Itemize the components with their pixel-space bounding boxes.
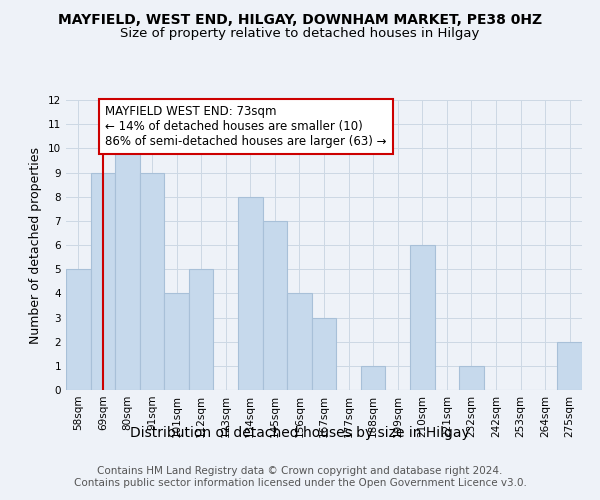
Text: Distribution of detached houses by size in Hilgay: Distribution of detached houses by size …: [130, 426, 470, 440]
Bar: [361, 366, 385, 390]
Text: Size of property relative to detached houses in Hilgay: Size of property relative to detached ho…: [121, 28, 479, 40]
Y-axis label: Number of detached properties: Number of detached properties: [29, 146, 43, 344]
Bar: [263, 221, 287, 390]
Text: MAYFIELD WEST END: 73sqm
← 14% of detached houses are smaller (10)
86% of semi-d: MAYFIELD WEST END: 73sqm ← 14% of detach…: [106, 105, 387, 148]
Bar: [459, 366, 484, 390]
Text: MAYFIELD, WEST END, HILGAY, DOWNHAM MARKET, PE38 0HZ: MAYFIELD, WEST END, HILGAY, DOWNHAM MARK…: [58, 12, 542, 26]
Bar: [287, 294, 312, 390]
Bar: [91, 172, 115, 390]
Bar: [189, 269, 214, 390]
Bar: [164, 294, 189, 390]
Bar: [66, 269, 91, 390]
Bar: [557, 342, 582, 390]
Bar: [238, 196, 263, 390]
Text: Contains HM Land Registry data © Crown copyright and database right 2024.
Contai: Contains HM Land Registry data © Crown c…: [74, 466, 526, 487]
Bar: [115, 148, 140, 390]
Bar: [410, 245, 434, 390]
Bar: [140, 172, 164, 390]
Bar: [312, 318, 336, 390]
